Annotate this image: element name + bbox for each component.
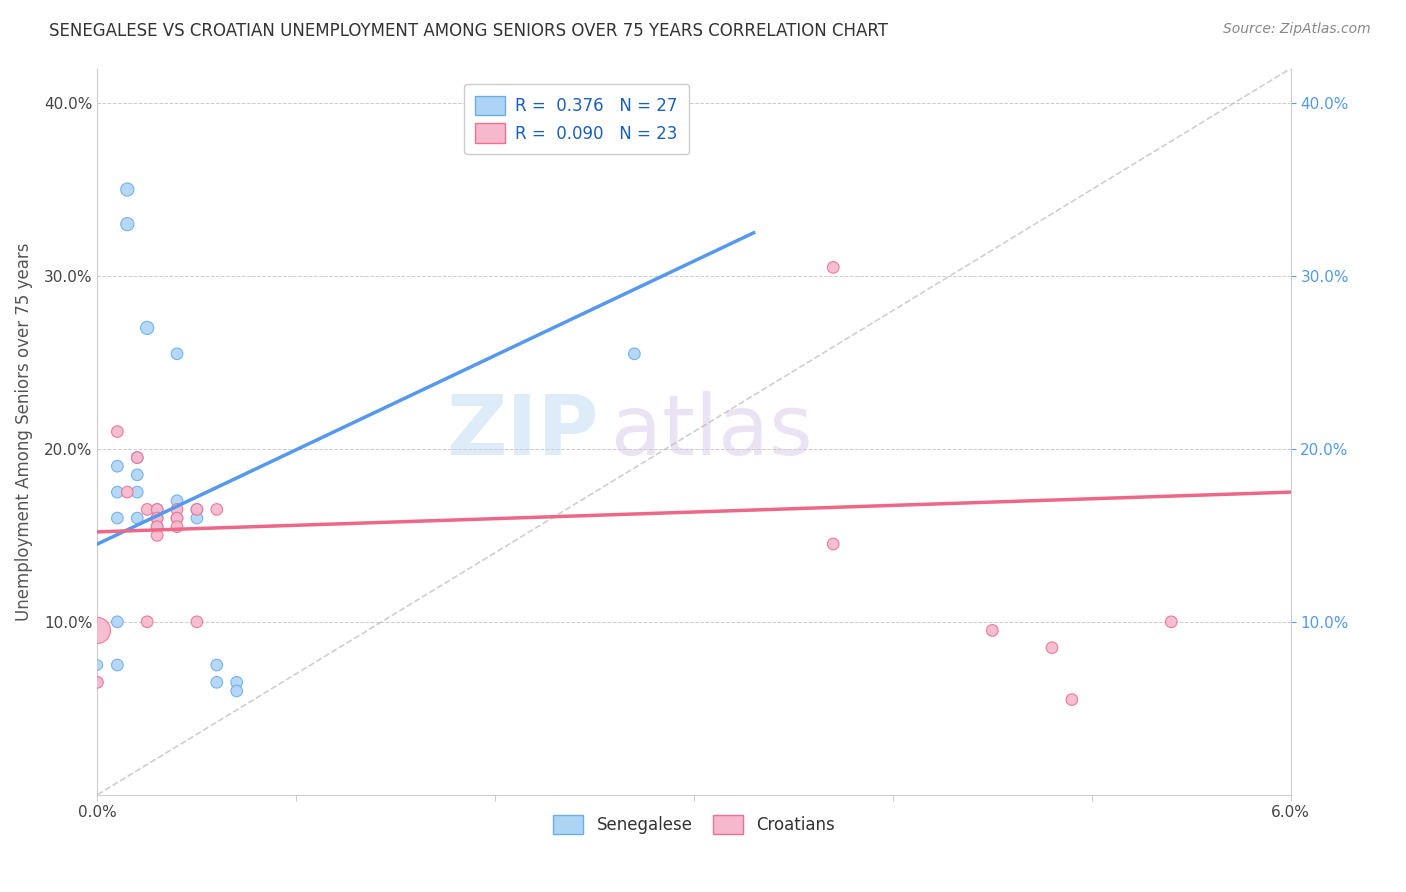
Point (823, 260, 845, 275)
Point (166, 493, 188, 508)
Point (127, 511, 149, 525)
Point (981, 624, 1004, 638)
Text: ZIP: ZIP (446, 391, 599, 472)
Point (166, 511, 188, 525)
Point (86, 658, 108, 673)
Point (186, 502, 208, 516)
Point (166, 511, 188, 525)
Point (127, 485, 149, 500)
Point (127, 450, 149, 465)
Point (146, 519, 169, 533)
Point (146, 511, 169, 525)
Point (146, 502, 169, 516)
Point (127, 467, 149, 482)
Legend: Senegalese, Croatians: Senegalese, Croatians (543, 805, 845, 845)
Point (86, 624, 108, 638)
Point (186, 511, 208, 525)
Point (146, 511, 169, 525)
Point (105, 658, 128, 673)
Point (136, 502, 159, 516)
Point (136, 615, 159, 629)
Y-axis label: Unemployment Among Seniors over 75 years: Unemployment Among Seniors over 75 years (15, 243, 32, 621)
Point (105, 511, 128, 525)
Point (623, 347, 645, 361)
Point (225, 675, 247, 690)
Point (86, 675, 108, 690)
Point (105, 425, 128, 439)
Point (205, 502, 228, 516)
Point (136, 321, 159, 335)
Point (117, 217, 139, 231)
Point (1160, 615, 1182, 629)
Point (186, 615, 208, 629)
Point (205, 658, 228, 673)
Text: SENEGALESE VS CROATIAN UNEMPLOYMENT AMONG SENIORS OVER 75 YEARS CORRELATION CHAR: SENEGALESE VS CROATIAN UNEMPLOYMENT AMON… (49, 22, 889, 40)
Point (146, 502, 169, 516)
Point (105, 459, 128, 474)
Point (105, 615, 128, 629)
Point (146, 528, 169, 542)
Text: Source: ZipAtlas.com: Source: ZipAtlas.com (1223, 22, 1371, 37)
Point (146, 519, 169, 533)
Point (1040, 640, 1063, 655)
Point (166, 347, 188, 361)
Point (225, 684, 247, 698)
Point (86, 675, 108, 690)
Point (117, 183, 139, 197)
Point (823, 537, 845, 551)
Point (1060, 692, 1083, 706)
Point (127, 450, 149, 465)
Point (166, 502, 188, 516)
Point (117, 485, 139, 500)
Point (205, 675, 228, 690)
Point (105, 485, 128, 500)
Point (166, 519, 188, 533)
Point (186, 502, 208, 516)
Text: atlas: atlas (610, 391, 813, 472)
